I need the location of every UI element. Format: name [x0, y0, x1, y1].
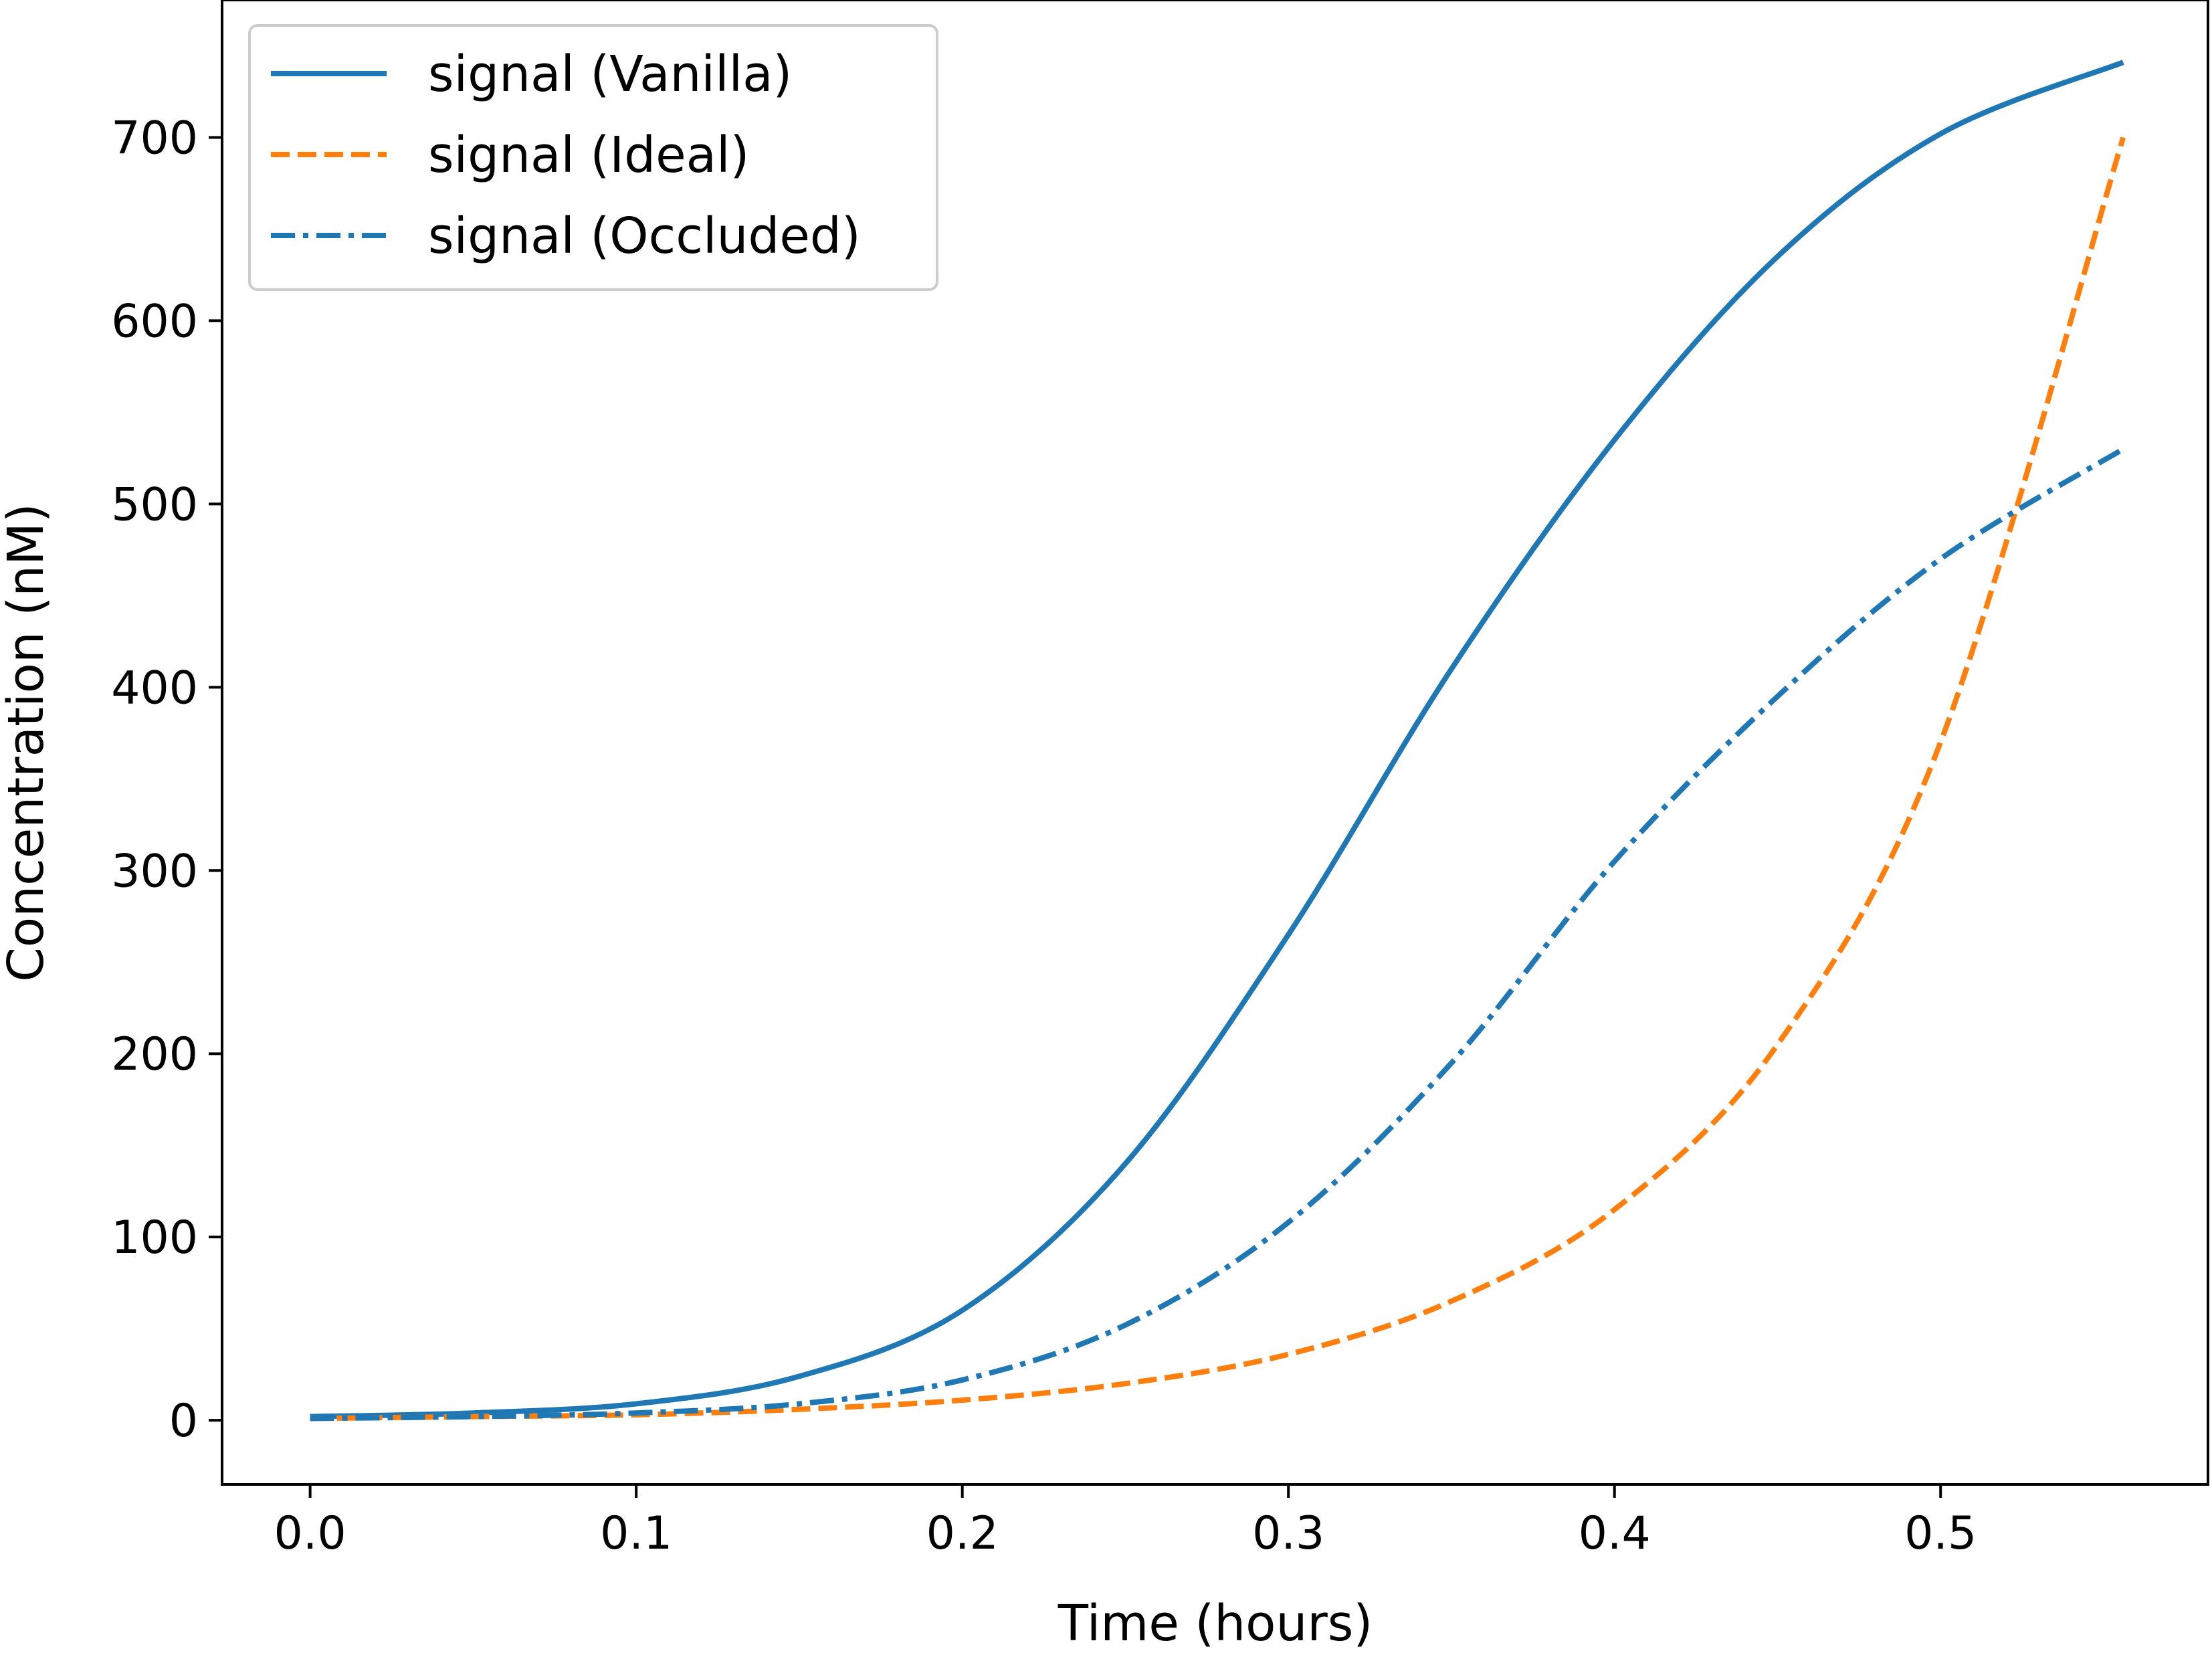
x-axis-label: Time (hours): [1058, 1595, 1373, 1652]
series-line-2: [310, 446, 2125, 1422]
y-tick-label: 200: [111, 1028, 198, 1081]
y-tick-label: 600: [111, 295, 198, 348]
y-axis-label: Concentration (nM): [0, 503, 55, 982]
plot-area-frame: [221, 0, 2209, 1486]
x-tick-label: 0.2: [926, 1507, 999, 1560]
x-axis-ticks: 0.0 0.1 0.2 0.3 0.4 0.5: [274, 1484, 1977, 1560]
x-tick-label: 0.3: [1252, 1507, 1324, 1560]
y-tick-label: 500: [111, 478, 198, 531]
x-tick-label: 0.4: [1579, 1507, 1651, 1560]
x-tick-label: 0.5: [1904, 1507, 1977, 1560]
y-tick-label: 100: [111, 1211, 198, 1264]
x-tick-label: 0.0: [274, 1507, 346, 1560]
y-tick-label: 700: [111, 112, 198, 165]
legend-box: [248, 24, 938, 291]
y-tick-label: 0: [169, 1395, 198, 1448]
y-axis-ticks: 0 100 200 300 400 500 600 700: [111, 112, 222, 1448]
y-tick-label: 400: [111, 662, 198, 714]
legend-label-2: signal (Occluded): [428, 207, 861, 265]
legend-label-0: signal (Vanilla): [428, 45, 792, 103]
series-line-1: [310, 136, 2126, 1422]
series-lines: [310, 60, 2126, 1422]
x-tick-label: 0.1: [600, 1507, 672, 1560]
y-tick-label: 300: [111, 845, 198, 898]
legend: signal (Vanilla) signal (Ideal) signal (Oc…: [248, 24, 938, 291]
legend-label-1: signal (Ideal): [428, 126, 749, 184]
series-line-0: [310, 60, 2124, 1420]
